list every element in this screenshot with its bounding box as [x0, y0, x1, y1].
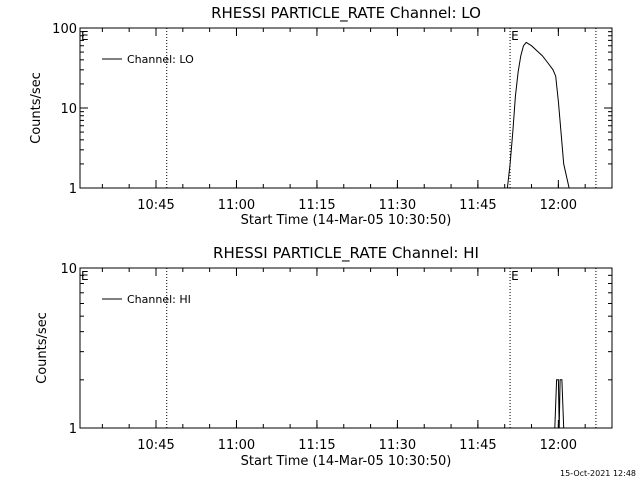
panel-1-x-tick-label-0: 10:45	[137, 198, 174, 213]
panel-1-y-tick-label-2: 100	[52, 22, 77, 37]
panel-1-event-marker-label-1: E	[511, 29, 519, 43]
panel-2-x-tick-label-4: 11:45	[459, 438, 496, 453]
panel-1-x-tick-label-2: 11:15	[298, 198, 335, 213]
panel-1-plot-frame	[79, 27, 613, 189]
footer-timestamp: 15-Oct-2021 12:48	[560, 469, 636, 478]
panel-1-y-axis-label: Counts/sec	[29, 72, 44, 144]
panel-2-y-axis-label: Counts/sec	[35, 312, 50, 384]
panel-1-x-axis-label: Start Time (14-Mar-05 10:30:50)	[241, 213, 452, 228]
panel-2-x-tick-label-3: 11:30	[379, 438, 416, 453]
panel-2-y-tick-label-0: 1	[69, 422, 77, 437]
panel-1-x-tick-label-5: 12:00	[540, 198, 577, 213]
panel-1-chart-title: RHESSI PARTICLE_RATE Channel: LO	[211, 4, 481, 23]
panel-2-x-tick-label-0: 10:45	[137, 438, 174, 453]
panel-2-y-tick-label-1: 10	[60, 262, 77, 277]
panel-2-x-axis-label: Start Time (14-Mar-05 10:30:50)	[241, 454, 452, 469]
panel-2-x-tick-label-2: 11:15	[298, 438, 335, 453]
panel-1-x-tick-label-3: 11:30	[379, 198, 416, 213]
panel-2-event-marker-label-1: E	[511, 269, 519, 283]
panel-1-x-tick-label-1: 11:00	[218, 198, 255, 213]
panel-2-legend-label-0: Channel: HI	[127, 293, 191, 306]
panel-2-series-line-0	[554, 379, 565, 429]
panel-1-series-line-0	[506, 41, 570, 189]
panel-1-y-tick-label-0: 1	[69, 182, 77, 197]
panel-1-y-tick-label-1: 10	[60, 102, 77, 117]
panel-2-plot-frame	[79, 267, 613, 429]
panel-1-legend-label-0: Channel: LO	[127, 53, 194, 66]
panel-2-x-tick-label-1: 11:00	[218, 438, 255, 453]
panel-1-x-tick-label-4: 11:45	[459, 198, 496, 213]
panel-2-event-marker-label-0: E	[81, 269, 89, 283]
panel-2-x-tick-label-5: 12:00	[540, 438, 577, 453]
panel-1-event-marker-label-0: E	[81, 29, 89, 43]
panel-2-chart-title: RHESSI PARTICLE_RATE Channel: HI	[213, 244, 479, 263]
